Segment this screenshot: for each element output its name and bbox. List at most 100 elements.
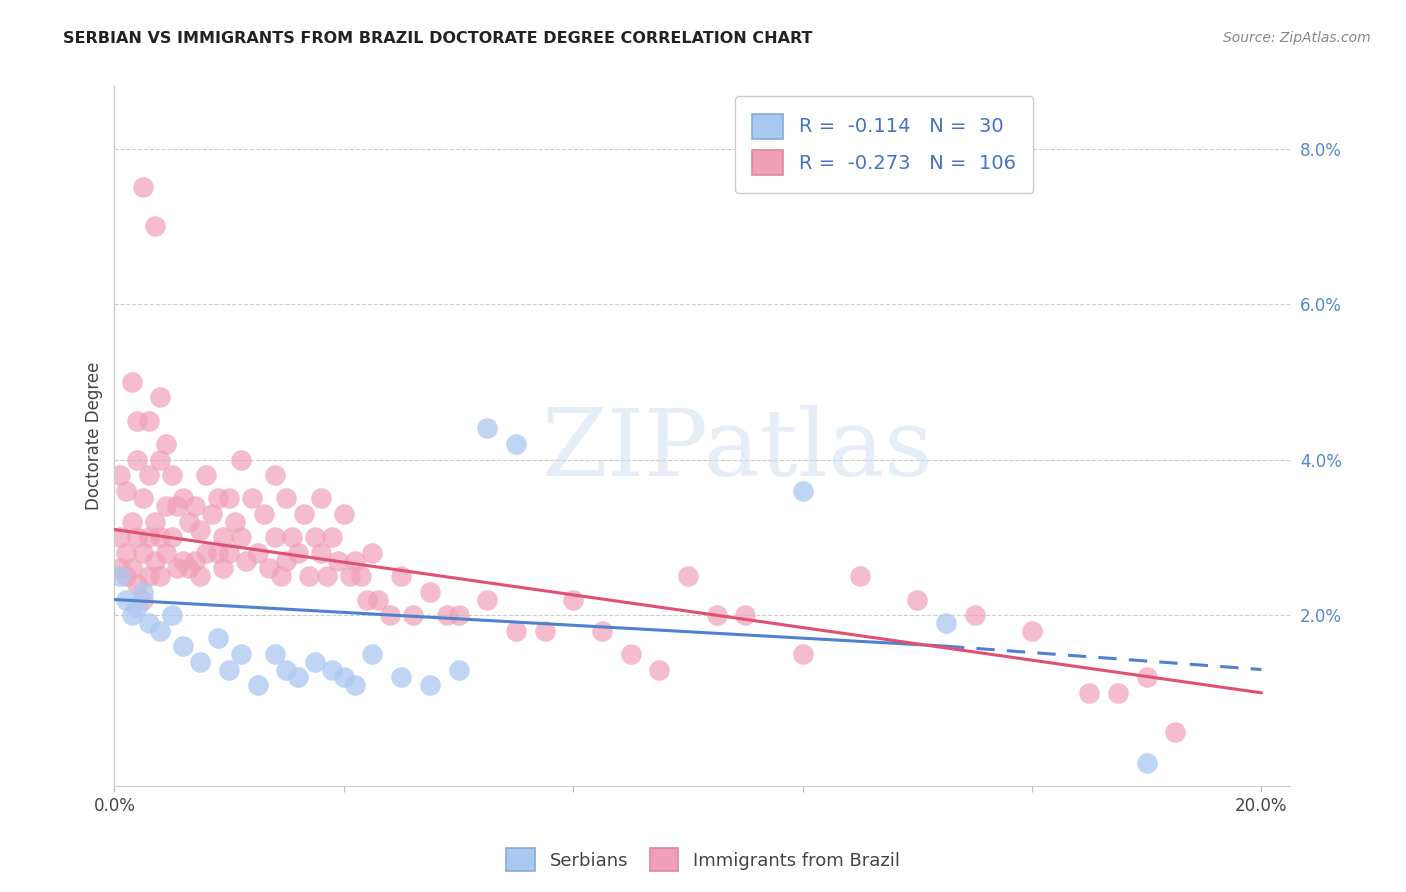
Point [344, 678, 367, 692]
Point [132, 180, 155, 194]
Point [619, 647, 641, 661]
Point [143, 554, 166, 568]
Point [792, 647, 814, 661]
Point [127, 414, 149, 428]
Point [648, 663, 671, 677]
Point [166, 500, 188, 514]
Point [591, 624, 613, 638]
Point [264, 530, 287, 544]
Point [264, 468, 287, 483]
Point [315, 569, 337, 583]
Point [155, 437, 177, 451]
Point [401, 608, 423, 623]
Point [276, 491, 298, 506]
Point [138, 468, 160, 483]
Point [143, 219, 166, 234]
Point [447, 608, 470, 623]
Point [246, 546, 269, 560]
Point [935, 615, 957, 630]
Point [108, 569, 131, 583]
Point [309, 491, 332, 506]
Point [1107, 686, 1129, 700]
Point [367, 592, 389, 607]
Point [108, 561, 131, 575]
Point [350, 569, 373, 583]
Point [149, 452, 172, 467]
Point [224, 515, 246, 529]
Point [252, 507, 274, 521]
Point [240, 491, 263, 506]
Point [127, 577, 149, 591]
Point [143, 515, 166, 529]
Point [177, 561, 200, 575]
Text: SERBIAN VS IMMIGRANTS FROM BRAZIL DOCTORATE DEGREE CORRELATION CHART: SERBIAN VS IMMIGRANTS FROM BRAZIL DOCTOR… [63, 31, 813, 46]
Point [121, 515, 143, 529]
Point [292, 507, 315, 521]
Point [229, 530, 252, 544]
Text: Source: ZipAtlas.com: Source: ZipAtlas.com [1223, 31, 1371, 45]
Point [849, 569, 872, 583]
Point [127, 600, 149, 615]
Point [1136, 756, 1159, 770]
Point [177, 515, 200, 529]
Point [218, 491, 240, 506]
Point [183, 500, 205, 514]
Point [339, 569, 361, 583]
Point [505, 624, 527, 638]
Point [190, 569, 212, 583]
Point [183, 554, 205, 568]
Point [132, 491, 155, 506]
Point [132, 584, 155, 599]
Point [259, 561, 281, 575]
Point [127, 530, 149, 544]
Point [121, 608, 143, 623]
Point [1078, 686, 1101, 700]
Point [132, 592, 155, 607]
Point [963, 608, 986, 623]
Legend: R =  -0.114   N =  30, R =  -0.273   N =  106: R = -0.114 N = 30, R = -0.273 N = 106 [735, 96, 1033, 193]
Point [905, 592, 928, 607]
Point [155, 546, 177, 560]
Point [419, 678, 441, 692]
Point [115, 592, 138, 607]
Point [115, 569, 138, 583]
Point [321, 663, 343, 677]
Point [389, 569, 412, 583]
Point [505, 437, 527, 451]
Legend: Serbians, Immigrants from Brazil: Serbians, Immigrants from Brazil [499, 841, 907, 879]
Point [121, 375, 143, 389]
Point [389, 670, 412, 684]
Point [304, 530, 326, 544]
Point [734, 608, 756, 623]
Point [378, 608, 401, 623]
Point [276, 663, 298, 677]
Point [792, 483, 814, 498]
Point [270, 569, 292, 583]
Point [235, 554, 257, 568]
Point [477, 421, 499, 435]
Point [1136, 670, 1159, 684]
Point [155, 500, 177, 514]
Point [676, 569, 699, 583]
Point [562, 592, 585, 607]
Point [321, 530, 343, 544]
Point [149, 530, 172, 544]
Point [138, 615, 160, 630]
Point [108, 530, 131, 544]
Point [212, 561, 235, 575]
Point [229, 452, 252, 467]
Point [326, 554, 349, 568]
Point [436, 608, 458, 623]
Point [166, 561, 188, 575]
Point [132, 546, 155, 560]
Point [477, 592, 499, 607]
Point [344, 554, 367, 568]
Point [190, 655, 212, 669]
Point [115, 483, 138, 498]
Point [195, 546, 218, 560]
Point [207, 491, 229, 506]
Point [361, 647, 384, 661]
Point [115, 546, 138, 560]
Point [138, 414, 160, 428]
Point [281, 530, 304, 544]
